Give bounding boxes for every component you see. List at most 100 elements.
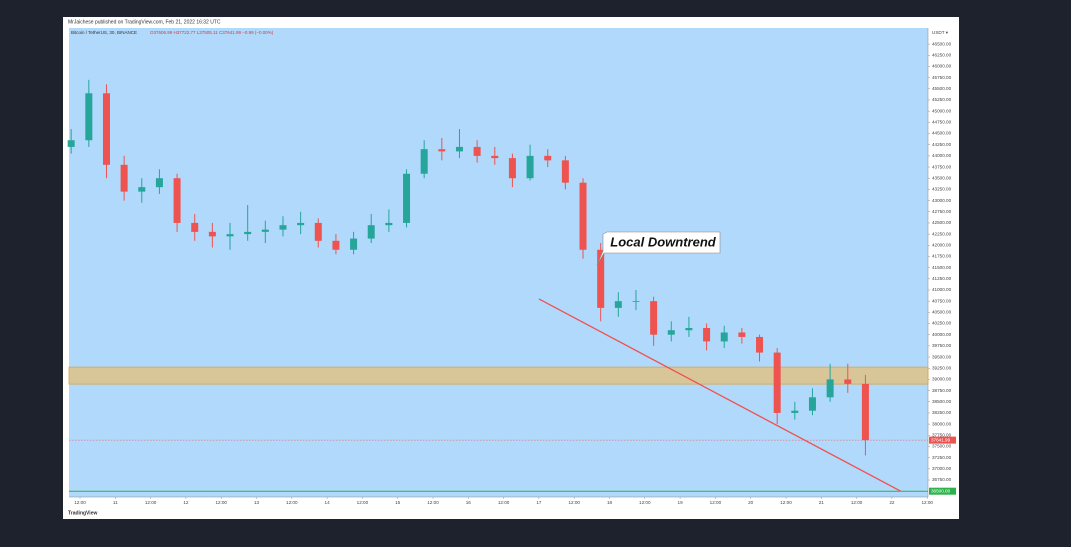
candle-body [226, 234, 234, 237]
candle-body [650, 301, 658, 335]
y-tick-label: 37000.00 [932, 466, 952, 471]
last-price-tag [929, 436, 956, 444]
y-tick-label: 42000.00 [932, 243, 952, 248]
ohlc: O37606.99 H37722.77 L37505.11 C37641.99 … [150, 30, 274, 35]
x-tick-label: 13 [254, 500, 260, 505]
y-tick-label: 46250.00 [932, 52, 952, 57]
candle-body [773, 352, 781, 413]
candle-body [191, 222, 199, 232]
y-tick-label: 44750.00 [932, 120, 952, 125]
y-tick-label: 41000.00 [932, 287, 952, 292]
x-tick-label: 12:00 [427, 500, 439, 505]
x-tick-label: 12:00 [851, 500, 863, 505]
x-tick-label: 12:00 [568, 500, 580, 505]
candle-body [297, 222, 305, 226]
y-tick-label: 37500.00 [932, 444, 952, 449]
trendline [538, 298, 902, 492]
y-tick-label: 38500.00 [932, 399, 952, 404]
candle-body [314, 222, 322, 241]
x-tick-label: 12:00 [74, 500, 86, 505]
last-price-label: 37641.99 [931, 437, 951, 442]
y-tick-label: 44500.00 [932, 131, 952, 136]
x-tick-label: 18 [607, 500, 613, 505]
candle-body [861, 383, 869, 441]
y-tick-label: 41500.00 [932, 265, 952, 270]
y-tick-label: 39000.00 [932, 377, 952, 382]
y-tick-label: 39750.00 [932, 343, 952, 348]
x-tick-label: 16 [466, 500, 472, 505]
y-tick-label: 38750.00 [932, 388, 952, 393]
y-tick-label: 44250.00 [932, 142, 952, 147]
support-label: 36500.00 [931, 488, 951, 493]
y-tick-label: 40250.00 [932, 321, 952, 326]
y-tick-label: 43500.00 [932, 175, 952, 180]
candle-body [173, 178, 181, 223]
candle-body [808, 397, 816, 411]
attribution: MrJaichese published on TradingView.com,… [68, 19, 221, 25]
candle-body [579, 182, 587, 250]
candle-body [826, 379, 834, 398]
y-tick-label: 43000.00 [932, 198, 952, 203]
candle-body [120, 164, 128, 192]
x-tick-label: 12:00 [780, 500, 792, 505]
x-tick-label: 12:00 [145, 500, 157, 505]
y-tick-label: 45000.00 [932, 108, 952, 113]
y-tick-label: 46000.00 [932, 64, 952, 69]
y-tick-label: 46500.00 [932, 41, 952, 46]
x-tick-label: 19 [678, 500, 684, 505]
y-tick-label: 40500.00 [932, 310, 952, 315]
candle-body [208, 231, 216, 237]
candle-body [791, 410, 799, 413]
x-tick-label: 12 [183, 500, 189, 505]
candle-body [526, 155, 534, 179]
x-tick-label: 11 [113, 500, 118, 505]
x-tick-label: 12:00 [710, 500, 722, 505]
y-tick-label: 41250.00 [932, 276, 952, 281]
y-tick-label: 45750.00 [932, 75, 952, 80]
resistance-zone [68, 366, 929, 385]
candle-body [261, 229, 269, 232]
candle-body [138, 187, 146, 192]
y-tick-label: 40000.00 [932, 332, 952, 337]
y-tick-label: 40750.00 [932, 298, 952, 303]
candle-body [350, 238, 358, 250]
candle-body [332, 240, 340, 250]
y-tick-label: 38250.00 [932, 410, 952, 415]
candle-body [667, 330, 675, 335]
x-tick-label: 12:00 [215, 500, 227, 505]
y-tick-label: 37250.00 [932, 455, 952, 460]
candle-body [367, 225, 375, 239]
y-tick-label: 45500.00 [932, 86, 952, 91]
annotation: Local Downtrend [610, 234, 717, 249]
candle-body [155, 178, 163, 188]
candle-body [491, 155, 499, 159]
x-tick-label: 12:00 [498, 500, 510, 505]
candle-body [720, 332, 728, 342]
y-tick-label: 42750.00 [932, 209, 952, 214]
currency[interactable]: USDT ▾ [932, 30, 949, 35]
candle-body [385, 222, 393, 226]
candle-body [703, 327, 711, 342]
candle-body [561, 160, 569, 183]
candle-body [403, 173, 411, 223]
y-tick-label: 37750.00 [932, 433, 952, 438]
candle-body [685, 327, 693, 331]
candle-body [473, 146, 481, 156]
y-tick-label: 42250.00 [932, 231, 952, 236]
logo: TradingView [68, 510, 97, 516]
y-tick-label: 45250.00 [932, 97, 952, 102]
plot-area [69, 28, 928, 497]
y-tick-label: 39500.00 [932, 354, 952, 359]
candle-body [632, 301, 640, 302]
x-tick-label: 12:00 [357, 500, 369, 505]
x-tick-label: 22 [889, 500, 895, 505]
y-tick-label: 41750.00 [932, 254, 952, 259]
x-tick-label: 21 [819, 500, 825, 505]
candle-body [544, 155, 552, 161]
x-tick-label: 12:00 [639, 500, 651, 505]
x-tick-label: 12:00 [921, 500, 933, 505]
candle-body [508, 158, 516, 179]
candle-body [67, 140, 75, 147]
candle-body [244, 231, 252, 235]
candle-body [102, 93, 110, 165]
